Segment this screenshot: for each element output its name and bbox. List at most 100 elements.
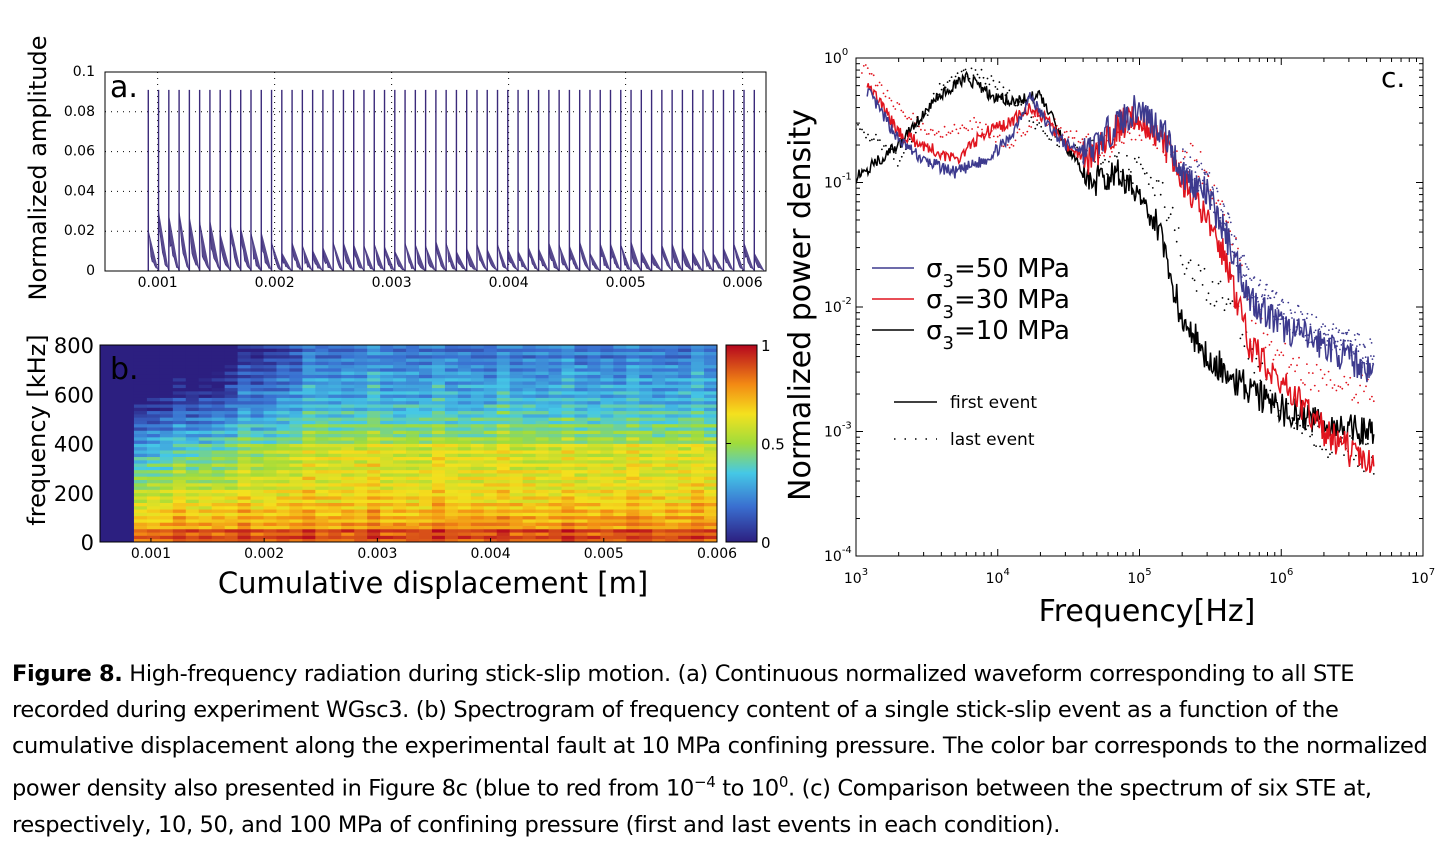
panel-a-event-coda	[312, 249, 324, 271]
panel-b-cell	[600, 440, 614, 444]
panel-b-cell	[224, 522, 239, 526]
panel-c-dot	[1276, 349, 1279, 352]
panel-a-event-coda	[281, 251, 293, 271]
panel-b-cell	[419, 486, 433, 490]
panel-b-cell	[691, 423, 705, 428]
panel-b-cell	[302, 505, 316, 510]
panel-b-cell	[600, 400, 614, 405]
panel-b-cell	[574, 486, 588, 490]
panel-b-cell	[587, 423, 601, 428]
panel-b-cell	[172, 525, 187, 530]
panel-b-cell	[574, 433, 588, 438]
panel-b-cell	[652, 496, 666, 500]
panel-b-cell	[198, 381, 213, 385]
panel-c-dot	[1321, 377, 1324, 380]
panel-b-cell	[509, 456, 524, 461]
panel-b-cell	[548, 482, 562, 487]
panel-b-cell	[678, 367, 692, 372]
panel-b-cell	[354, 538, 368, 543]
panel-b-cell	[172, 450, 187, 454]
panel-c-dot	[981, 128, 983, 131]
panel-b-cell	[185, 358, 200, 362]
panel-c-dot	[1323, 373, 1326, 376]
panel-b-cell	[548, 394, 562, 398]
panel-b-cell	[483, 400, 498, 405]
panel-c-dot	[1357, 350, 1360, 353]
panel-b-cell	[328, 384, 342, 389]
panel-b-cell	[665, 423, 679, 428]
panel-c-dot	[1367, 442, 1369, 445]
panel-b-cell	[535, 456, 549, 461]
panel-b-cell	[172, 538, 187, 543]
panel-b-cell	[639, 528, 653, 533]
panel-b-cell	[419, 413, 433, 418]
panel-c-dot	[972, 74, 975, 77]
panel-c-ylabel: Normalized power density	[783, 109, 818, 501]
panel-b-cell	[587, 525, 601, 530]
panel-c-dot	[1372, 355, 1375, 358]
panel-b-cell	[574, 466, 588, 471]
panel-b-cell	[522, 423, 537, 428]
panel-b-cell	[315, 479, 329, 484]
panel-b-cell	[198, 374, 213, 379]
panel-b-cell	[224, 538, 239, 543]
panel-b-cell	[354, 450, 368, 454]
panel-c-dot	[1109, 155, 1111, 158]
panel-c-dot	[1219, 216, 1222, 219]
panel-b-cell	[613, 430, 627, 435]
panel-b-cell	[626, 381, 640, 385]
panel-b-cell	[600, 394, 614, 398]
panel-b-cell	[289, 430, 303, 435]
panel-b-cell	[172, 515, 187, 520]
panel-b-cell	[133, 377, 148, 382]
panel-b-cell	[380, 410, 394, 415]
panel-c-dot	[1205, 299, 1208, 301]
panel-b-cell	[224, 459, 239, 464]
panel-b-cell	[522, 364, 537, 369]
panel-b-cell	[639, 496, 653, 500]
panel-b-cell	[172, 499, 187, 503]
panel-b-cell	[328, 400, 342, 405]
panel-b-cell	[354, 348, 368, 352]
panel-b-cell	[406, 364, 420, 369]
panel-b-cell	[159, 479, 174, 484]
panel-c-dot	[949, 132, 952, 135]
panel-b-cell	[444, 528, 459, 533]
panel-b-cell	[665, 345, 679, 349]
panel-c-dot	[1329, 379, 1332, 381]
panel-b-cell	[172, 482, 187, 487]
panel-c-dot	[1139, 163, 1142, 166]
panel-b-cell	[393, 538, 407, 543]
panel-b-cell	[211, 532, 226, 536]
panel-b-cell	[250, 496, 264, 500]
panel-b-cell	[159, 367, 174, 372]
panel-b-cell	[263, 446, 277, 451]
panel-c-dot	[937, 130, 940, 133]
panel-b-cell	[431, 450, 446, 454]
panel-b-cell	[704, 479, 718, 484]
panel-c-dot	[1314, 329, 1317, 332]
panel-b-cell	[393, 390, 407, 395]
panel-b-cell	[276, 404, 290, 408]
panel-c-dot	[1309, 388, 1312, 391]
panel-b-cell	[354, 479, 368, 484]
panel-b-cell	[457, 450, 472, 454]
panel-c-dot	[900, 155, 903, 158]
panel-b-cell	[522, 463, 537, 467]
panel-b-cell	[548, 367, 562, 372]
panel-c-dot	[1087, 133, 1090, 136]
panel-b-cell	[289, 397, 303, 402]
panel-b-cell	[250, 413, 264, 418]
panel-b-cell	[678, 427, 692, 431]
panel-b-cell	[263, 522, 277, 526]
panel-b-cell	[185, 423, 200, 428]
panel-c-ytick-label: 100	[824, 47, 848, 67]
panel-b-cell	[509, 492, 524, 497]
panel-c-dot	[998, 81, 1001, 83]
panel-b-cell	[665, 443, 679, 448]
panel-b-cell	[198, 515, 213, 520]
panel-b-cell	[419, 433, 433, 438]
panel-c-dot	[1099, 154, 1101, 157]
panel-b-cell	[276, 473, 290, 477]
panel-b-cell	[406, 492, 420, 497]
